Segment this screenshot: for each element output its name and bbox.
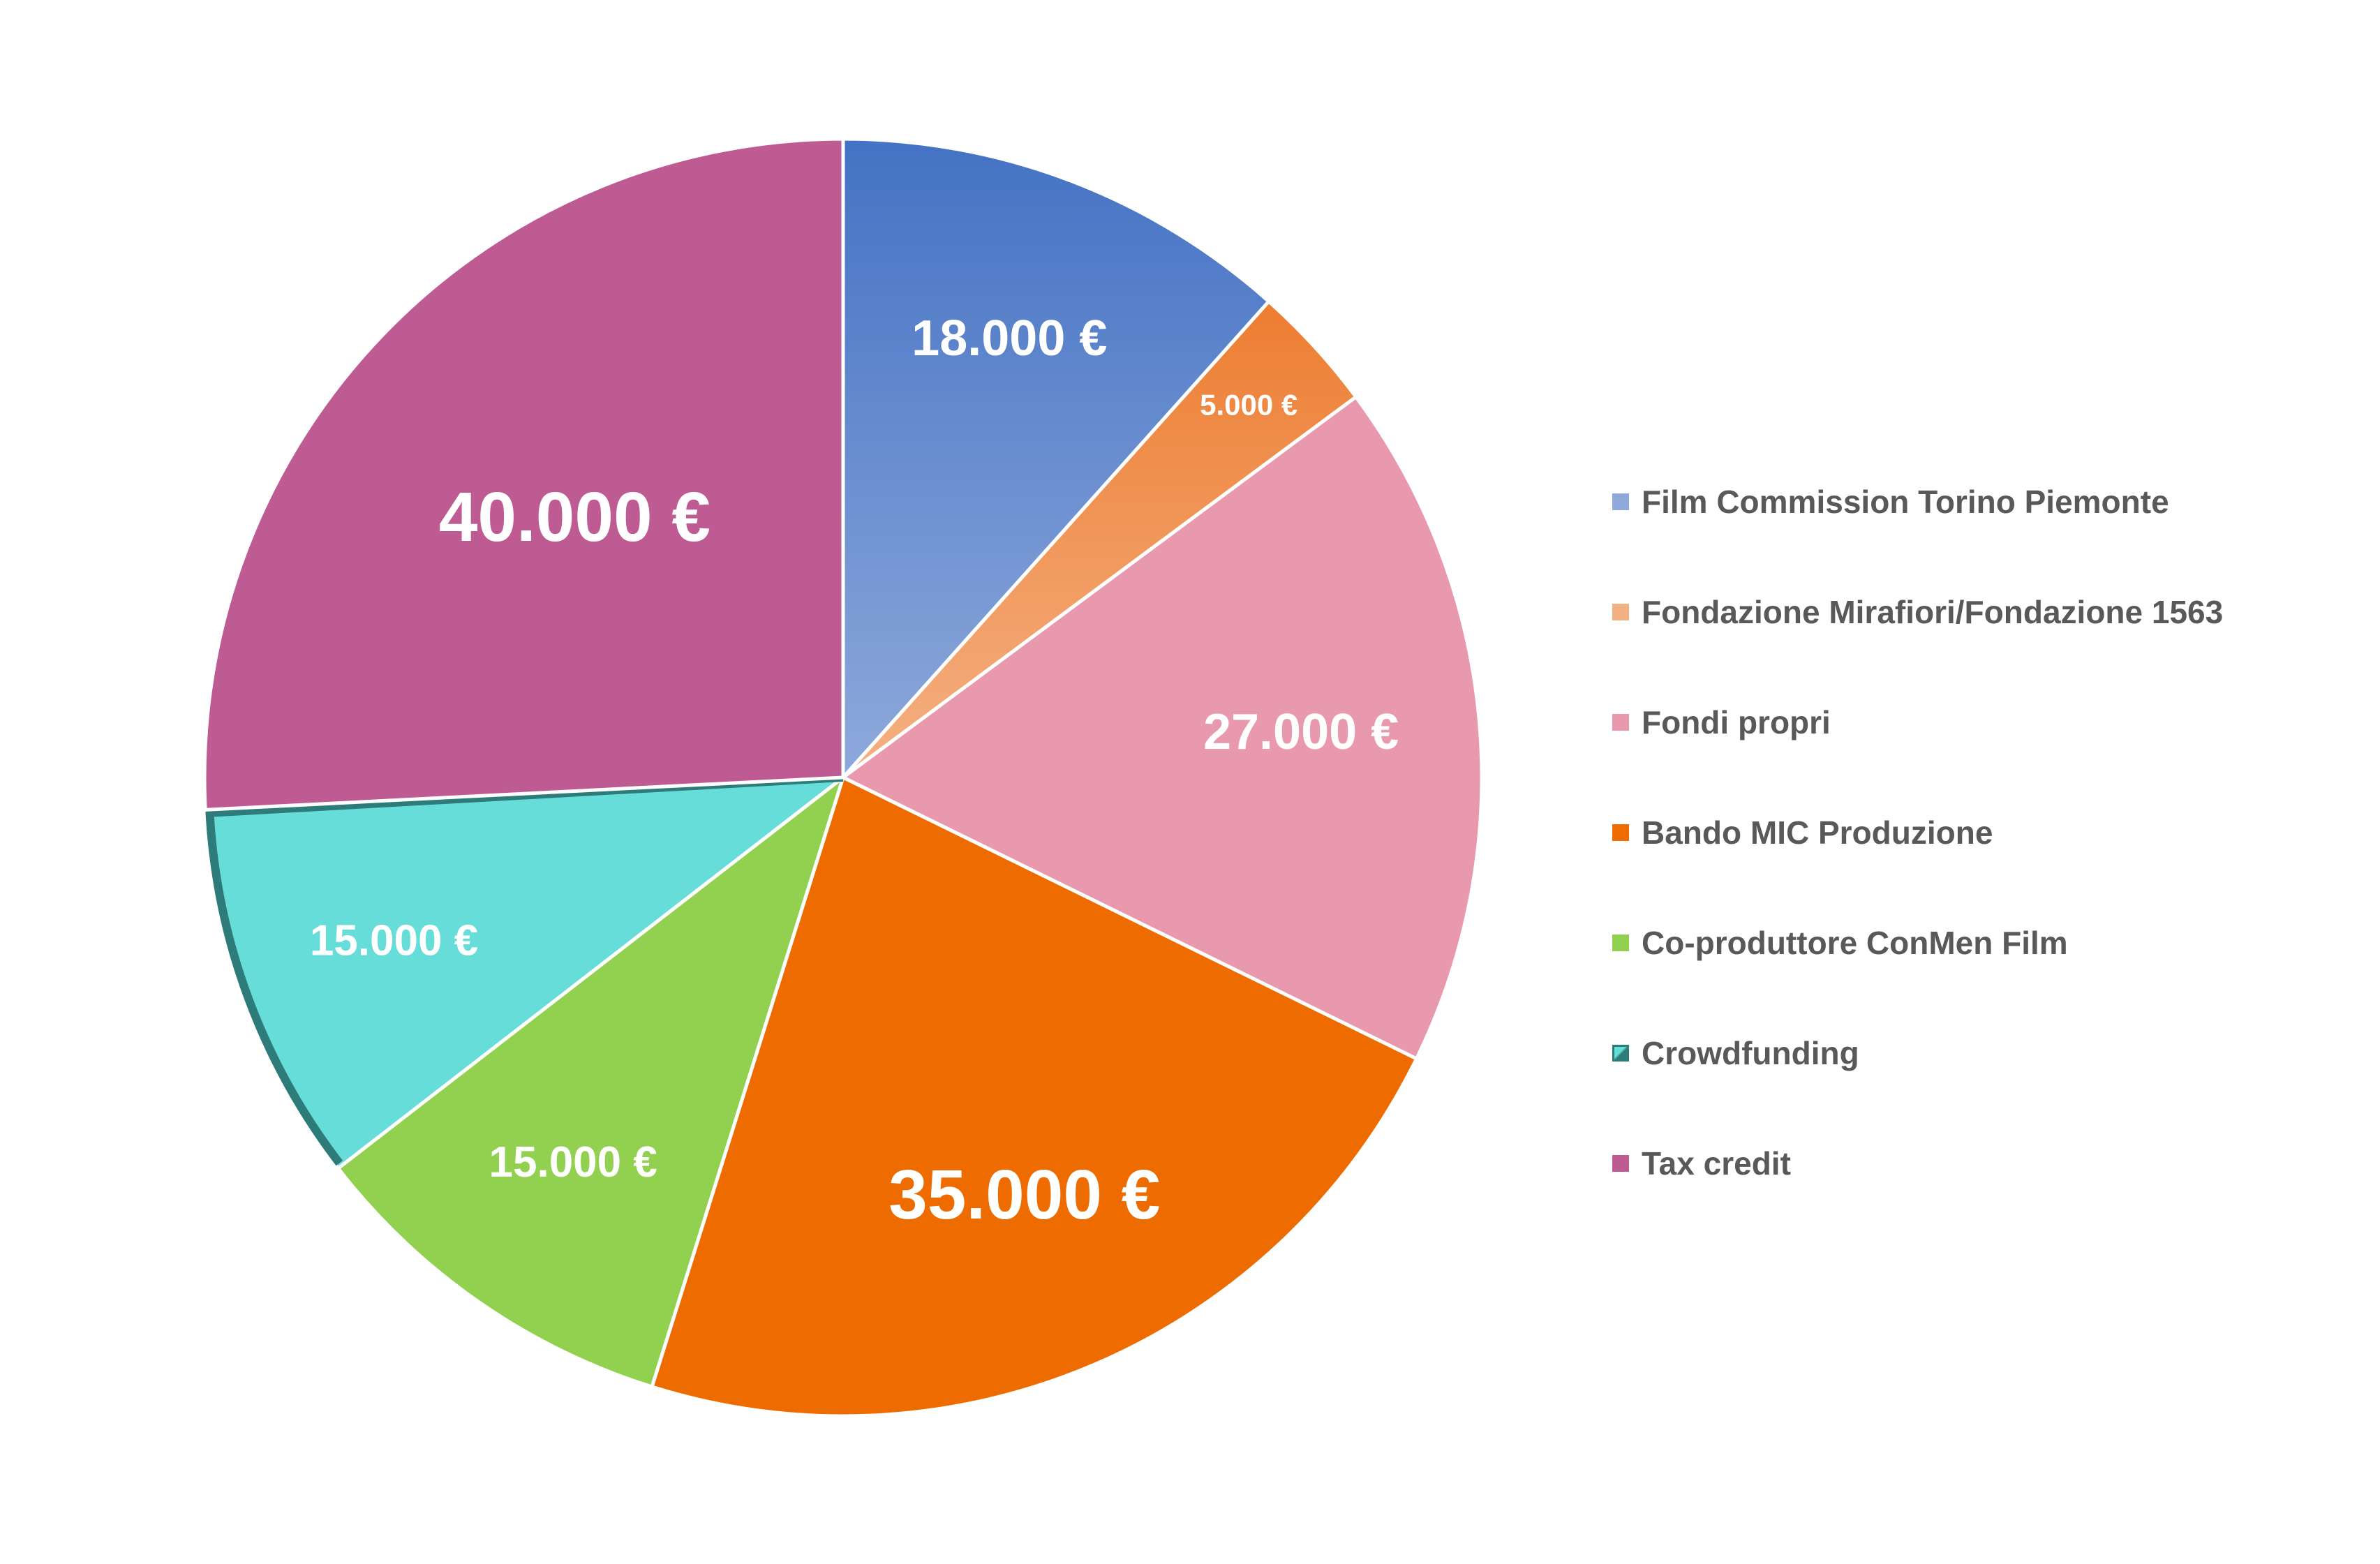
pie-slice-tax-credit: [202, 137, 845, 812]
legend-label: Bando MIC Produzione: [1642, 814, 1993, 851]
data-label: 15.000 €: [310, 917, 478, 965]
chart-legend: Film Commission Torino Piemonte Fondazio…: [1612, 447, 2352, 1219]
data-label: 40.000 €: [439, 478, 711, 556]
legend-item-fondazione-mirafiori: Fondazione Mirafiori/Fondazione 1563: [1612, 557, 2352, 667]
legend-label: Co-produttore ConMen Film: [1642, 925, 2068, 961]
legend-swatch: [1612, 1045, 1629, 1062]
legend-item-fondi-propri: Fondi propri: [1612, 667, 2352, 777]
pie-slices: [202, 137, 1484, 1418]
legend-label: Fondazione Mirafiori/Fondazione 1563: [1642, 594, 2224, 630]
legend-label: Fondi propri: [1642, 704, 1831, 740]
pie-slice-fondi-propri: [841, 395, 1484, 1061]
legend-swatch: [1612, 714, 1629, 731]
pie-slice-co-produttore-conmen-film: [336, 775, 845, 1389]
legend-swatch: [1612, 493, 1629, 510]
legend-swatch: [1612, 824, 1629, 841]
legend-label: Tax credit: [1642, 1145, 1791, 1182]
legend-label: Film Commission Torino Piemonte: [1642, 484, 2169, 520]
legend-swatch: [1612, 604, 1629, 620]
legend-item-crowdfunding: Crowdfunding: [1612, 998, 2352, 1108]
legend-item-bando-mic: Bando MIC Produzione: [1612, 777, 2352, 888]
data-label: 35.000 €: [888, 1156, 1160, 1234]
pie-slice-bevel-crowdfunding: [205, 773, 844, 1166]
pie-slice-bando-mic-produzione: [650, 775, 1418, 1418]
pie-slice-film-commission-torino-piemonte: [841, 137, 1271, 780]
data-label: 5.000 €: [1200, 389, 1297, 422]
pie-data-labels: 18.000 € 5.000 € 27.000 € 35.000 € 15.000 € 1…: [310, 311, 1399, 1234]
data-label: 18.000 €: [912, 311, 1107, 366]
legend-item-tax-credit: Tax credit: [1612, 1108, 2352, 1219]
legend-swatch: [1612, 1155, 1629, 1172]
data-label: 27.000 €: [1203, 704, 1399, 760]
legend-label: Crowdfunding: [1642, 1035, 1859, 1071]
data-label: 15.000 €: [489, 1138, 657, 1186]
legend-swatch: [1612, 934, 1629, 951]
legend-item-film-commission: Film Commission Torino Piemonte: [1612, 447, 2352, 557]
legend-item-co-produttore: Co-produttore ConMen Film: [1612, 888, 2352, 998]
